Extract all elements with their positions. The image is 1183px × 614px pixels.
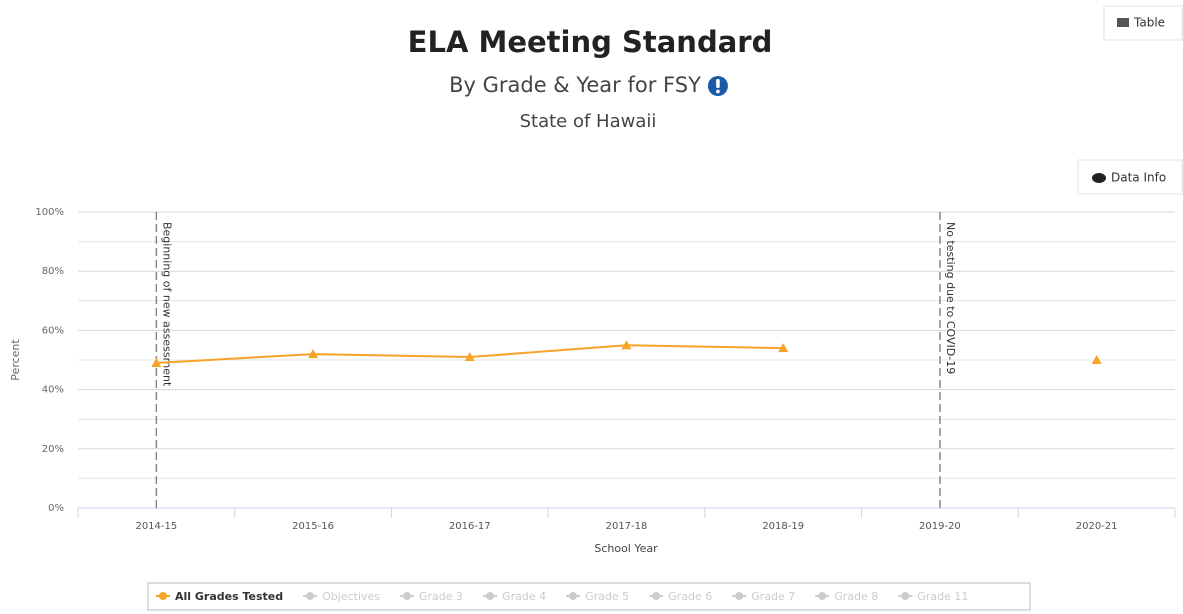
legend-label[interactable]: Objectives (322, 590, 380, 603)
data-point (621, 340, 632, 350)
table-button[interactable]: Table (1103, 5, 1183, 41)
annotation-label: Beginning of new assessment (160, 222, 173, 387)
legend-label[interactable]: Grade 7 (751, 590, 795, 603)
legend-symbol (735, 592, 744, 600)
legend-label[interactable]: All Grades Tested (175, 590, 283, 603)
y-axis-title: Percent (9, 339, 22, 381)
x-tick-label: 2014-15 (135, 521, 177, 532)
legend-label[interactable]: Grade 6 (668, 590, 712, 603)
y-tick-label: 80% (42, 266, 64, 277)
x-axis-title: School Year (594, 542, 658, 555)
x-tick-label: 2016-17 (449, 521, 491, 532)
y-tick-label: 40% (42, 385, 64, 396)
legend: All Grades Tested Objectives Grade 3 Grade … (156, 590, 968, 603)
x-tick-label: 2015-16 (292, 521, 334, 532)
plot-area: 0% 20% 40% 60% 80% 100% 2014-15 2015-16 2016-17 2… (35, 207, 1176, 532)
legend-symbol (486, 592, 495, 600)
x-tick-label: 2017-18 (606, 521, 648, 532)
info-dot (716, 89, 720, 94)
comment-icon (1092, 173, 1106, 183)
y-tick-label: 20% (42, 444, 64, 455)
chart-location: State of Hawaii (520, 111, 657, 132)
info-bar (716, 79, 720, 88)
button-label[interactable]: Data Info (1111, 171, 1166, 185)
y-tick-label: 0% (48, 503, 64, 514)
x-tick-label: 2018-19 (762, 521, 804, 532)
legend-symbol (306, 592, 315, 600)
data-point (308, 349, 319, 359)
legend-symbol (901, 592, 910, 600)
chart-subtitle: By Grade & Year for FSY (449, 73, 701, 97)
legend-symbol (569, 592, 578, 600)
legend-label[interactable]: Grade 11 (917, 590, 968, 603)
y-tick-label: 60% (42, 325, 64, 336)
button-label[interactable]: Table (1133, 16, 1165, 30)
legend-symbol (818, 592, 827, 600)
data-info-button[interactable]: Data Info (1077, 159, 1183, 195)
y-tick-label: 100% (35, 207, 64, 218)
data-point (151, 357, 162, 367)
legend-label[interactable]: Grade 8 (834, 590, 878, 603)
legend-box (147, 582, 1031, 611)
legend-label[interactable]: Grade 5 (585, 590, 629, 603)
legend-symbol (159, 592, 167, 600)
data-point (1091, 355, 1102, 364)
x-tick-label: 2020-21 (1076, 521, 1118, 532)
legend-symbol (403, 592, 412, 600)
legend-label[interactable]: Grade 4 (502, 590, 546, 603)
chart-title: ELA Meeting Standard (408, 25, 773, 59)
legend-label[interactable]: Grade 3 (419, 590, 463, 603)
info-icon[interactable] (707, 76, 728, 96)
data-point (464, 352, 475, 362)
x-tick-label: 2019-20 (919, 521, 961, 532)
data-point (778, 343, 789, 353)
legend-symbol (652, 592, 661, 600)
annotation-label: No testing due to COVID-19 (944, 222, 957, 374)
table-icon (1117, 18, 1129, 27)
